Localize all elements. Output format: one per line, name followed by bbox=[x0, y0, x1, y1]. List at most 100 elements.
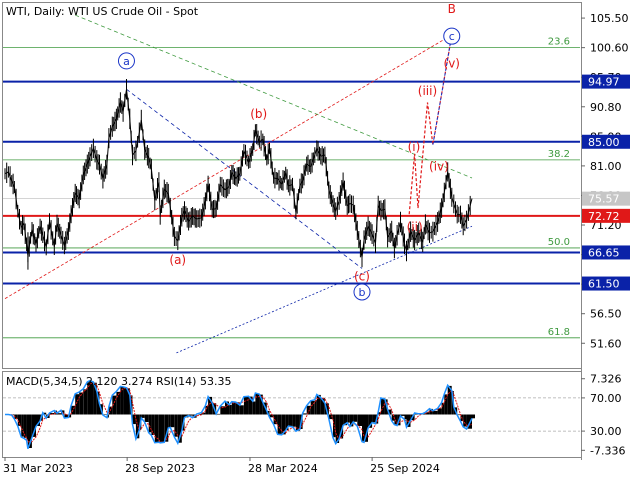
price-axis: 105.50100.6095.7090.8085.9081.0076.1071.… bbox=[581, 12, 630, 350]
fibonacci-levels: 23.6 38.2 50.0 61.8 bbox=[3, 37, 580, 339]
macd-histogram-bar bbox=[75, 394, 80, 415]
macd-histogram-bar bbox=[400, 414, 405, 416]
macd-histogram-bar bbox=[281, 414, 286, 435]
level-price-tag-bg bbox=[582, 208, 630, 223]
indicator-axis: 7.326 70.00 30.00 -7.336 bbox=[581, 373, 625, 457]
macd-histogram-bar bbox=[248, 396, 253, 415]
macd-histogram-bar bbox=[432, 410, 438, 415]
macd-histogram-bar bbox=[93, 382, 97, 415]
wave-label-red: B bbox=[448, 2, 456, 16]
macd-histogram-bar bbox=[126, 388, 130, 415]
macd-histogram-bar bbox=[177, 414, 182, 443]
forecast-path bbox=[408, 34, 453, 215]
macd-histogram-bar bbox=[144, 414, 149, 422]
level-price-tag-bg bbox=[582, 74, 630, 89]
indicator-plot bbox=[3, 379, 580, 449]
macd-histogram-bar bbox=[154, 414, 159, 443]
level-price-tag: 85.00 bbox=[588, 136, 620, 149]
macd-histogram-bar bbox=[343, 414, 348, 426]
macd-histogram-bar bbox=[23, 414, 27, 438]
macd-histogram-bar bbox=[347, 414, 350, 423]
wave-label-red: (v) bbox=[444, 56, 460, 70]
macd-histogram-bar bbox=[205, 405, 209, 415]
price-line bbox=[4, 89, 473, 258]
level-price-tag-bg bbox=[582, 245, 630, 260]
macd-histogram-bar bbox=[441, 402, 445, 415]
macd-histogram-bar bbox=[269, 414, 274, 418]
macd-histogram-bar bbox=[220, 406, 225, 415]
macd-histogram-bar bbox=[295, 414, 300, 431]
macd-histogram-bar bbox=[262, 402, 267, 415]
fib-level-label: 38.2 bbox=[548, 149, 570, 160]
macd-histogram-bar bbox=[239, 405, 244, 415]
horizontal-levels bbox=[3, 80, 580, 285]
macd-histogram-bar bbox=[235, 402, 240, 415]
wave-label-red: (a) bbox=[169, 253, 186, 267]
time-axis-label: 28 Sep 2023 bbox=[125, 462, 195, 475]
macd-histogram-bar bbox=[357, 414, 362, 426]
macd-histogram-bar bbox=[164, 414, 169, 442]
time-axis-label: 25 Sep 2024 bbox=[370, 462, 440, 475]
macd-histogram-bar bbox=[26, 414, 29, 440]
macd-histogram-bar bbox=[132, 414, 136, 425]
price-axis-label: 56.50 bbox=[590, 308, 622, 321]
wave-label-red: (c) bbox=[354, 269, 370, 283]
trendline bbox=[176, 225, 473, 354]
indicator-axis-label: -7.336 bbox=[590, 444, 625, 457]
macd-histogram-bar bbox=[288, 414, 293, 426]
macd-histogram-bar bbox=[196, 414, 202, 415]
current-price-tag-bg bbox=[582, 191, 630, 206]
macd-histogram-bar bbox=[102, 414, 107, 415]
macd-histogram-bar bbox=[229, 404, 232, 415]
macd-histogram-bar bbox=[57, 413, 61, 415]
macd-histogram-bar bbox=[231, 402, 236, 415]
price-axis-label: 105.50 bbox=[590, 12, 629, 25]
wave-label-blue: a bbox=[123, 55, 130, 68]
time-axis-label: 31 Mar 2023 bbox=[3, 462, 73, 475]
macd-histogram-bar bbox=[310, 401, 315, 415]
macd-histogram-bar bbox=[188, 414, 193, 416]
macd-histogram-bar bbox=[141, 414, 145, 418]
price-axis-label: 100.60 bbox=[590, 42, 629, 55]
macd-histogram-bar bbox=[391, 414, 395, 421]
rsi-line bbox=[5, 379, 473, 449]
macd-histogram-bar bbox=[216, 413, 221, 415]
macd-histogram-bar bbox=[151, 414, 155, 435]
macd-histogram-bar bbox=[64, 414, 69, 418]
macd-histogram-bar bbox=[27, 414, 32, 448]
macd-histogram-bar bbox=[79, 392, 84, 415]
trendline bbox=[4, 34, 452, 299]
macd-histogram-bar bbox=[457, 414, 461, 416]
macd-histogram-bar bbox=[170, 414, 175, 428]
indicator-title: MACD(5,34,5) 2.120 3.274 RSI(14) 53.35 bbox=[6, 375, 231, 388]
macd-histogram-bar bbox=[96, 391, 100, 415]
macd-histogram-bar bbox=[394, 414, 398, 425]
chart-title: WTI, Daily: WTI US Crude Oil - Spot bbox=[6, 5, 199, 18]
macd-histogram-bar bbox=[328, 414, 333, 420]
macd-histogram-bar bbox=[21, 414, 24, 437]
macd-histogram-bar bbox=[320, 398, 325, 415]
macd-signal-line bbox=[5, 381, 473, 443]
macd-histogram-bar bbox=[378, 412, 381, 415]
fib-level-label: 50.0 bbox=[548, 237, 570, 248]
macd-histogram-bar bbox=[285, 414, 289, 431]
wave-label-red: (iii) bbox=[418, 84, 437, 98]
price-series bbox=[4, 79, 473, 270]
wave-label-red: (iv) bbox=[429, 159, 449, 173]
wave-label-red: (ii) bbox=[407, 220, 423, 234]
macd-histogram-bar bbox=[316, 394, 321, 415]
macd-histogram-bar bbox=[387, 409, 392, 415]
macd-histogram-bar bbox=[302, 413, 307, 415]
trendlines bbox=[4, 14, 473, 354]
macd-histogram-bar bbox=[160, 414, 165, 443]
macd-histogram-bar bbox=[201, 412, 206, 415]
trendline bbox=[75, 14, 473, 179]
macd-histogram-bar bbox=[259, 394, 263, 415]
macd-histogram-bar bbox=[36, 414, 40, 426]
trendline bbox=[126, 88, 363, 269]
price-axis-label: 90.80 bbox=[590, 101, 622, 114]
macd-histogram-bar bbox=[123, 387, 127, 415]
macd-histogram-bar bbox=[17, 414, 22, 426]
wave-forecast-path bbox=[408, 34, 453, 215]
